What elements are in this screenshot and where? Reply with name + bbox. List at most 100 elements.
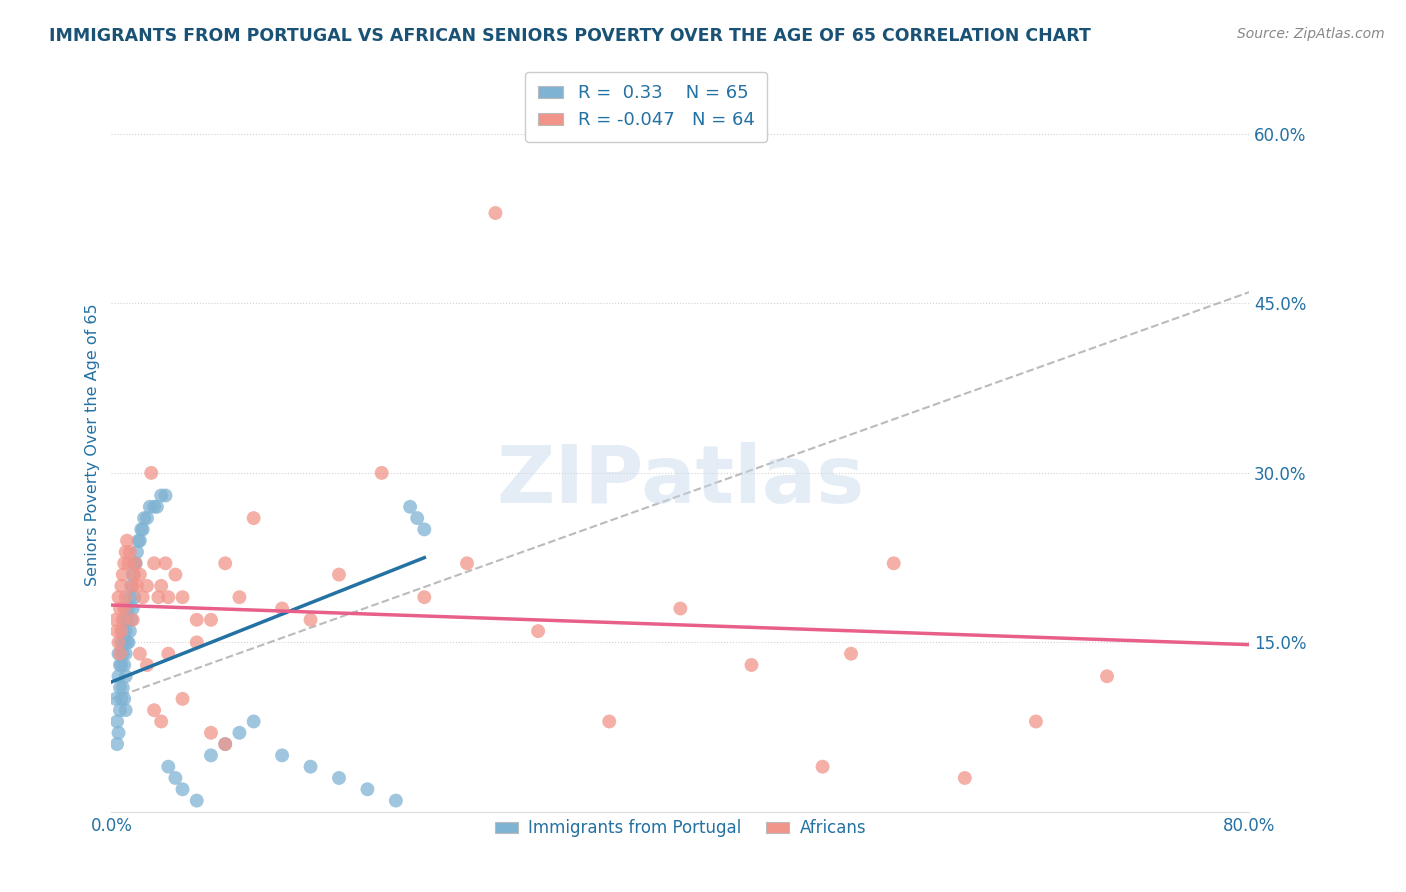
Point [128, 567, 150, 582]
Point [200, 726, 222, 740]
Point [110, 579, 132, 593]
Point [115, 613, 138, 627]
Point [527, 624, 550, 639]
Point [108, 681, 131, 695]
Point [148, 591, 170, 605]
Point [143, 557, 166, 571]
Point [111, 647, 134, 661]
Point [150, 488, 173, 502]
Point [121, 613, 143, 627]
Point [136, 511, 159, 525]
Point [114, 669, 136, 683]
Point [128, 647, 150, 661]
Point [127, 533, 149, 548]
Point [129, 522, 152, 536]
Point [115, 533, 138, 548]
Point [107, 591, 129, 605]
Point [146, 500, 169, 514]
Point [271, 748, 294, 763]
Point [114, 647, 136, 661]
Point [120, 579, 142, 593]
Point [228, 591, 250, 605]
Point [104, 613, 127, 627]
Point [406, 511, 429, 525]
Point [399, 500, 422, 514]
Point [143, 703, 166, 717]
Point [121, 567, 143, 582]
Point [124, 557, 146, 571]
Point [105, 624, 128, 639]
Point [125, 579, 148, 593]
Point [413, 591, 436, 605]
Point [155, 488, 177, 502]
Point [118, 545, 141, 559]
Point [122, 557, 145, 571]
Point [141, 466, 163, 480]
Point [114, 703, 136, 717]
Point [124, 557, 146, 571]
Point [953, 771, 976, 785]
Point [136, 579, 159, 593]
Point [105, 737, 128, 751]
Point [155, 557, 177, 571]
Point [121, 601, 143, 615]
Point [108, 601, 131, 615]
Point [370, 466, 392, 480]
Point [214, 557, 236, 571]
Point [117, 557, 139, 571]
Point [186, 613, 208, 627]
Point [143, 500, 166, 514]
Point [110, 692, 132, 706]
Point [114, 545, 136, 559]
Point [131, 522, 153, 536]
Point [883, 557, 905, 571]
Point [150, 714, 173, 729]
Point [112, 601, 135, 615]
Point [157, 760, 180, 774]
Point [112, 557, 135, 571]
Point [114, 601, 136, 615]
Point [111, 681, 134, 695]
Point [112, 658, 135, 673]
Point [134, 511, 156, 525]
Point [121, 579, 143, 593]
Point [356, 782, 378, 797]
Point [120, 613, 142, 627]
Point [839, 647, 862, 661]
Point [114, 624, 136, 639]
Point [242, 511, 264, 525]
Point [112, 613, 135, 627]
Point [108, 647, 131, 661]
Point [111, 624, 134, 639]
Point [385, 794, 408, 808]
Point [105, 714, 128, 729]
Legend: Immigrants from Portugal, Africans: Immigrants from Portugal, Africans [488, 813, 873, 844]
Point [299, 760, 322, 774]
Point [200, 748, 222, 763]
Point [107, 635, 129, 649]
Point [110, 658, 132, 673]
Point [125, 545, 148, 559]
Point [157, 647, 180, 661]
Y-axis label: Seniors Poverty Over the Age of 65: Seniors Poverty Over the Age of 65 [86, 303, 100, 586]
Point [122, 591, 145, 605]
Point [740, 658, 762, 673]
Point [214, 737, 236, 751]
Point [139, 500, 162, 514]
Point [118, 624, 141, 639]
Point [186, 635, 208, 649]
Point [172, 782, 194, 797]
Point [165, 771, 187, 785]
Point [228, 726, 250, 740]
Point [107, 647, 129, 661]
Point [112, 692, 135, 706]
Point [669, 601, 692, 615]
Point [200, 613, 222, 627]
Point [107, 726, 129, 740]
Point [117, 635, 139, 649]
Point [110, 635, 132, 649]
Point [110, 624, 132, 639]
Point [214, 737, 236, 751]
Point [1095, 669, 1118, 683]
Point [271, 601, 294, 615]
